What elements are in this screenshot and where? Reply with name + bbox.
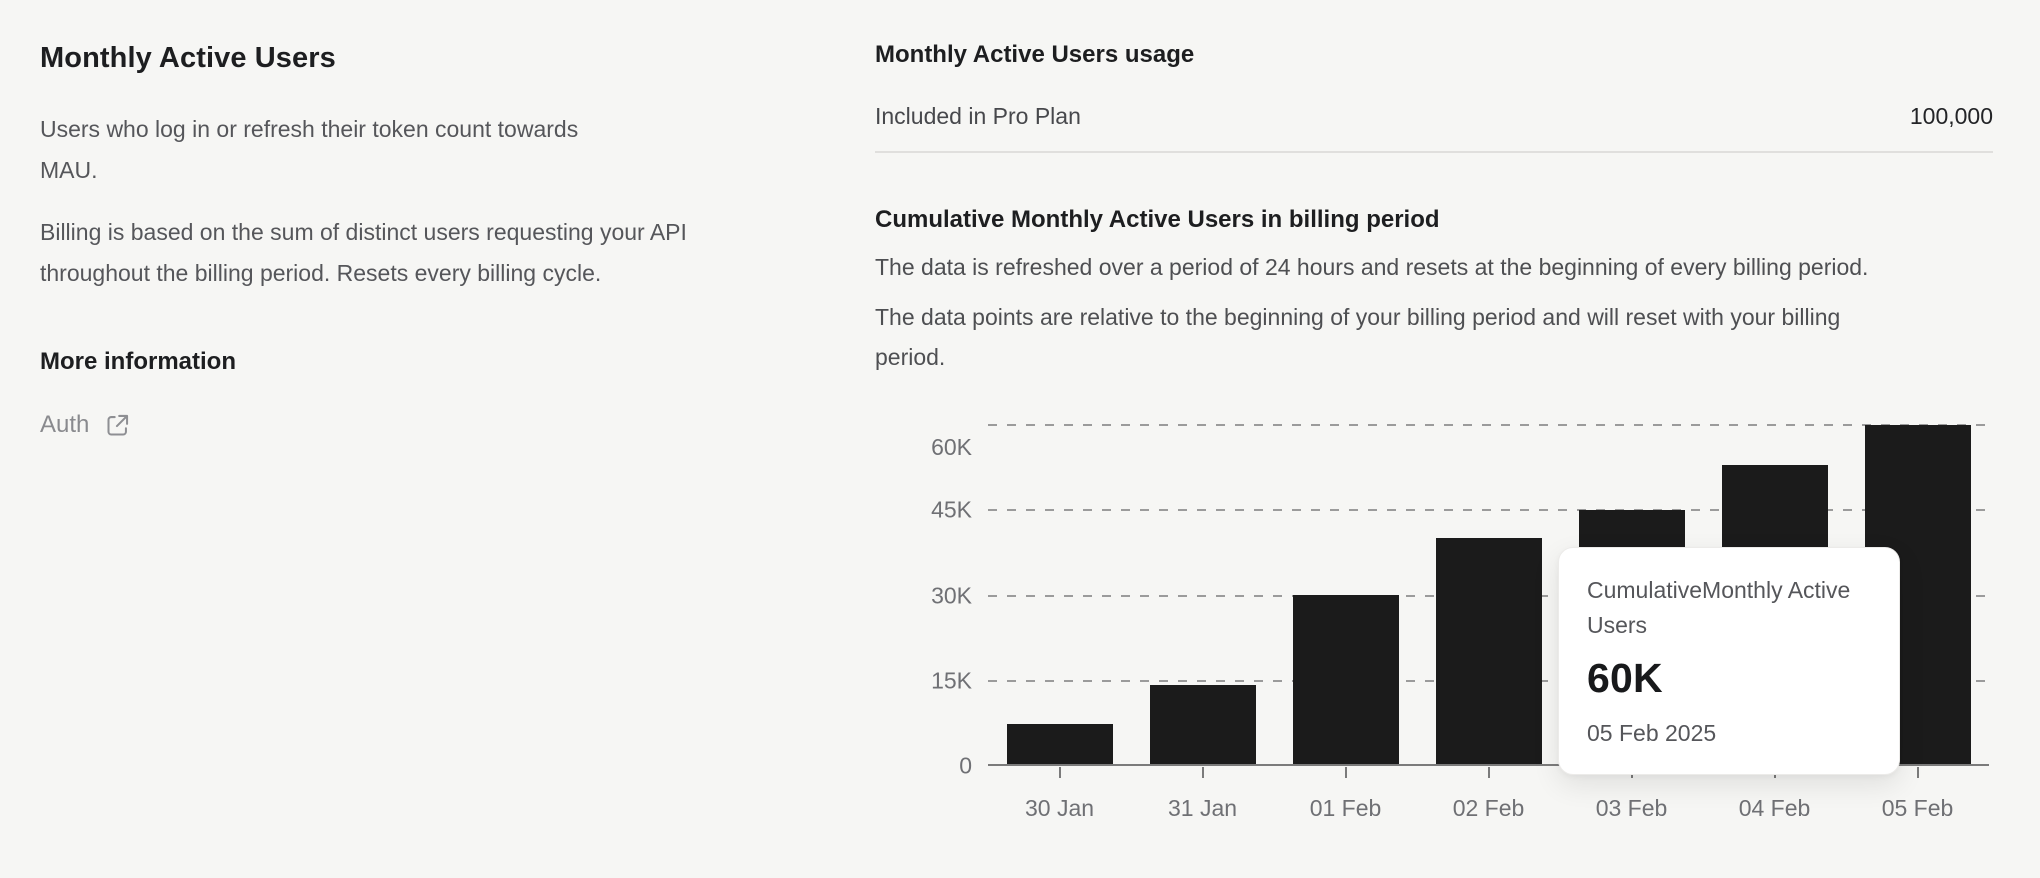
- plan-value: 100,000: [1909, 103, 1993, 129]
- x-axis-label-05-feb: 05 Feb: [1881, 795, 1954, 821]
- plan-label: Included in Pro Plan: [875, 103, 1081, 129]
- gridline-45k: [988, 509, 1989, 512]
- auth-link[interactable]: Auth: [40, 411, 131, 439]
- chart-slot-31-jan: 31 Jan: [1131, 425, 1274, 821]
- chart-slot-01-feb: 01 Feb: [1274, 425, 1417, 821]
- page-title: Monthly Active Users: [40, 42, 336, 74]
- tooltip-date: 05 Feb 2025: [1587, 720, 1717, 746]
- x-axis-label-31-jan: 31 Jan: [1167, 795, 1238, 821]
- mau-info-panel: Monthly Active Users Users who log in or…: [40, 40, 760, 439]
- datapoints-description: The data points are relative to the begi…: [875, 304, 1841, 370]
- refresh-description: The data is refreshed over a period of 2…: [875, 254, 1869, 280]
- bar-31-jan[interactable]: [1149, 684, 1256, 764]
- x-axis-tick-02-feb: [1487, 767, 1490, 778]
- more-information-title: More information: [40, 348, 236, 375]
- chart-tooltip: CumulativeMonthly Active Users 60K 05 Fe…: [1558, 547, 1900, 775]
- x-axis-label-01-feb: 01 Feb: [1309, 795, 1382, 821]
- x-axis-tick-01-feb: [1344, 767, 1347, 778]
- y-axis-label-30k: 30K: [931, 582, 972, 608]
- chart-slot-30-jan: 30 Jan: [988, 425, 1131, 821]
- x-axis-tick-05-feb: [1916, 767, 1919, 778]
- tooltip-value: 60K: [1587, 655, 1663, 701]
- chart-slot-02-feb: 02 Feb: [1417, 425, 1560, 821]
- x-axis-label-04-feb: 04 Feb: [1738, 795, 1811, 821]
- gridline-60k: [988, 424, 1989, 426]
- bar-01-feb[interactable]: [1292, 594, 1399, 764]
- plan-allowance-row: Included in Pro Plan 100,000: [875, 103, 1993, 153]
- y-axis-label-15k: 15K: [931, 667, 972, 694]
- chart: 30 Jan 31 Jan 01 Feb 02 Feb 03 Feb 04 Feb 05 F…: [875, 417, 1993, 829]
- x-axis-tick-31-jan: [1201, 767, 1204, 778]
- billing-description: Billing is based on the sum of distinct …: [40, 219, 687, 286]
- x-axis-label-03-feb: 03 Feb: [1595, 795, 1668, 821]
- y-axis-label-0: 0: [959, 752, 972, 779]
- mau-usage-panel: Monthly Active Users usage Included in P…: [875, 40, 1993, 829]
- y-axis-label-45k: 45K: [931, 496, 972, 523]
- x-axis-label-30-jan: 30 Jan: [1024, 795, 1095, 821]
- x-axis-label-02-feb: 02 Feb: [1452, 795, 1525, 821]
- external-link-icon: [107, 414, 129, 436]
- bar-02-feb[interactable]: [1435, 538, 1542, 764]
- bar-30-jan[interactable]: [1006, 724, 1113, 764]
- x-axis-tick-30-jan: [1058, 767, 1061, 778]
- usage-title: Monthly Active Users usage: [875, 41, 1195, 68]
- y-axis-label-60k: 60K: [931, 434, 972, 460]
- mau-description: Users who log in or refresh their token …: [40, 116, 579, 183]
- cumulative-chart-title: Cumulative Monthly Active Users in billi…: [875, 206, 1440, 233]
- tooltip-series-label: CumulativeMonthly Active Users: [1587, 577, 1851, 638]
- auth-link-label: Auth: [40, 411, 90, 438]
